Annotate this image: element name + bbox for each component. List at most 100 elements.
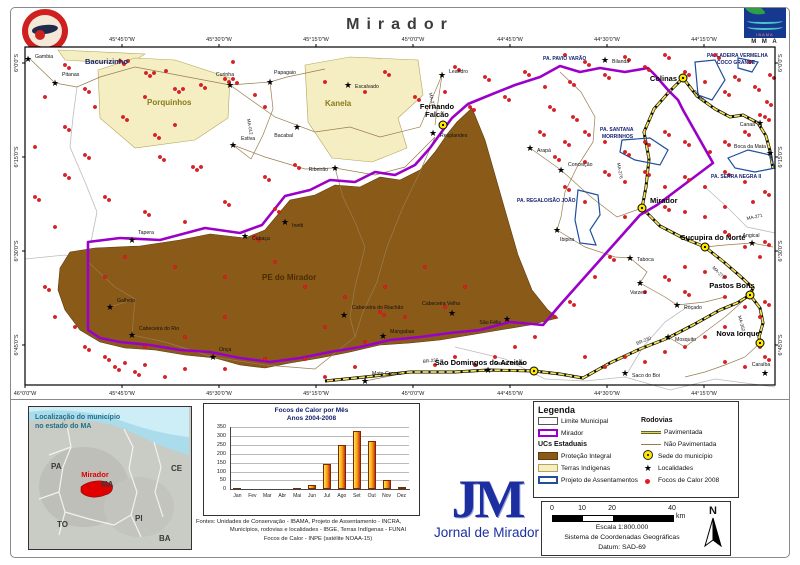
paved-roads (324, 76, 775, 383)
locality-star-icon: ★ (756, 118, 764, 128)
legend-swatch-line-unpaved (640, 443, 661, 445)
x-tick-label: Mai (293, 493, 302, 500)
locality-star-icon: ★ (484, 365, 492, 375)
svg-text:45°30'0"W: 45°30'0"W (206, 391, 232, 397)
svg-text:MA-362: MA-362 (737, 315, 746, 332)
area-labels: Bacurizinho Porquinhos Kanela PE do Mirador… (85, 53, 768, 282)
legend-swatch-box-yellow (538, 464, 558, 472)
state-label-TO: TO (57, 520, 68, 529)
mma-logo-icon: IBAMA (744, 8, 786, 38)
locality-Saco do Boi: ★ Saco do Boi (621, 368, 660, 379)
locality-star-icon: ★ (128, 235, 136, 245)
svg-text:PA. REGALO/SÃO JOÃO: PA. REGALO/SÃO JOÃO (517, 197, 576, 204)
inset-title-line1: Localização do município (35, 414, 120, 421)
scale-tick: 20 (608, 505, 616, 512)
svg-text:Curinha: Curinha (216, 72, 234, 78)
locality-Pitanas: ★Pitanas (51, 72, 80, 88)
locality-star-icon: ★ (241, 231, 249, 241)
heat-spots-2008 (33, 53, 776, 379)
chart-axes (230, 427, 410, 491)
svg-text:Mosquito: Mosquito (675, 337, 696, 343)
locality-Boca da Mata: ★Boca da Mata (734, 144, 774, 158)
svg-text:6°45'0"S: 6°45'0"S (778, 334, 784, 355)
locality-Resplandes: ★ Resplandes (429, 128, 468, 139)
state-label-MA: MA (101, 480, 114, 489)
scale-tick: 40 (668, 505, 676, 512)
locality-star-icon: ★ (429, 128, 437, 138)
svg-text:Ibipira: Ibipira (560, 237, 574, 243)
sources-line-2: Municípios, rodovias e localidades - IBG… (229, 527, 407, 534)
sources-line-3: Focos de Calor - INPE (satélite NOAA-15) (263, 535, 373, 542)
section-divider (10, 399, 789, 400)
locality-star-icon: ★ (361, 376, 369, 386)
locality-Gambia: ★ Gambia (24, 54, 53, 64)
terra-indigena-kanela (304, 56, 424, 163)
bar-Jun (308, 484, 317, 490)
locality-star-icon: ★ (664, 332, 672, 342)
legend-item: Terras Indígenas (538, 462, 641, 474)
locality-star-icon: ★ (448, 308, 456, 318)
chart-plot: 0 50 100 150 200 250 300 350 Jan Fev Mar Abr Mai Jun J… (204, 423, 419, 507)
locality-Caraíba: ★Caraíba (752, 362, 771, 378)
gridline (230, 427, 409, 429)
x-tick-label: Jan (233, 493, 242, 500)
svg-text:Onça: Onça (219, 347, 232, 353)
locality-star-icon: ★ (601, 55, 609, 65)
legend-item-label: Sede do município (657, 452, 713, 460)
svg-text:6°15'0"S: 6°15'0"S (14, 146, 20, 167)
svg-text:Varzea: Varzea (630, 290, 646, 296)
graticule-labels: 45°45'0"W 45°30'0"W 45°15'0"W 45°0'0"W 44°45… (14, 37, 784, 397)
svg-text:Mirador: Mirador (650, 196, 678, 205)
sede-do-municipio-icon (641, 447, 655, 465)
svg-text:45°15'0"W: 45°15'0"W (303, 37, 329, 43)
legend-item: ★ Localidades (641, 462, 734, 474)
svg-text:MA-271: MA-271 (746, 213, 763, 221)
legend-swatch-box-purple (538, 429, 558, 437)
svg-text:45°15'0"W: 45°15'0"W (303, 391, 329, 397)
city-Nova Iorque: Nova Iorque (716, 329, 765, 348)
y-tick-label: 300 (216, 433, 226, 440)
locality-Mato Grosso: ★Mato Grosso (361, 371, 402, 386)
svg-text:Conceição: Conceição (568, 162, 593, 168)
svg-text:Saco do Boi: Saco do Boi (632, 373, 660, 379)
x-tick-label: Mar (262, 493, 272, 500)
legend-item: Projeto de Assentamentos (538, 474, 641, 486)
heat-spot-icon (641, 471, 655, 489)
svg-text:PA. SERRA NEGRA II: PA. SERRA NEGRA II (711, 174, 762, 180)
svg-text:COCO GRANDE: COCO GRANDE (717, 60, 756, 66)
scale-text: Escala 1:800.000 (595, 524, 649, 531)
locality-star-icon: ★ (438, 70, 446, 80)
svg-text:Estiva: Estiva (241, 136, 255, 142)
locality-São Félix: ★São Félix (479, 314, 511, 326)
locality-star-icon: ★ (636, 278, 644, 288)
locality-Bacabal: ★Bacabal (274, 122, 301, 139)
legend-item-label: Pavimentada (663, 428, 703, 436)
svg-text:Falcão: Falcão (425, 110, 449, 119)
x-tick-label: Jul (323, 493, 331, 500)
scale-tick: 10 (578, 505, 586, 512)
legend-swatch-line-paved (640, 430, 661, 434)
gridline (230, 480, 409, 482)
svg-text:Bilanda: Bilanda (612, 59, 629, 65)
north-arrow: N (700, 506, 726, 551)
city-Pastos Bons: Pastos Bons (709, 281, 755, 300)
locality-star-icon: ★ (266, 77, 274, 87)
state-label-PA: PA (51, 462, 62, 471)
svg-text:44°15'0"W: 44°15'0"W (691, 391, 717, 397)
svg-text:Cabaça: Cabaça (252, 236, 270, 242)
svg-text:MORRINHOS: MORRINHOS (602, 134, 634, 140)
city-São Domingos do Azeitão: São Domingos do Azeitão (435, 358, 539, 376)
y-tick-label: 100 (216, 468, 226, 475)
y-tick-label: 250 (216, 441, 226, 448)
x-tick-label: Abr (278, 493, 287, 500)
locality-Escalvado: ★ Escalvado (344, 80, 379, 90)
legend-swatch-box-white (538, 417, 558, 425)
assentamento-ladeira-vermelha (694, 59, 726, 101)
legend-item: Mirador (538, 427, 641, 439)
locality-star-icon: ★ (293, 122, 301, 132)
locality-star-icon: ★ (626, 253, 634, 263)
gridline (230, 453, 409, 455)
locality-Arapá: ★ Arapá (526, 143, 551, 154)
state-park-pe-do-mirador (57, 107, 559, 369)
svg-text:44°30'0"W: 44°30'0"W (594, 391, 620, 397)
